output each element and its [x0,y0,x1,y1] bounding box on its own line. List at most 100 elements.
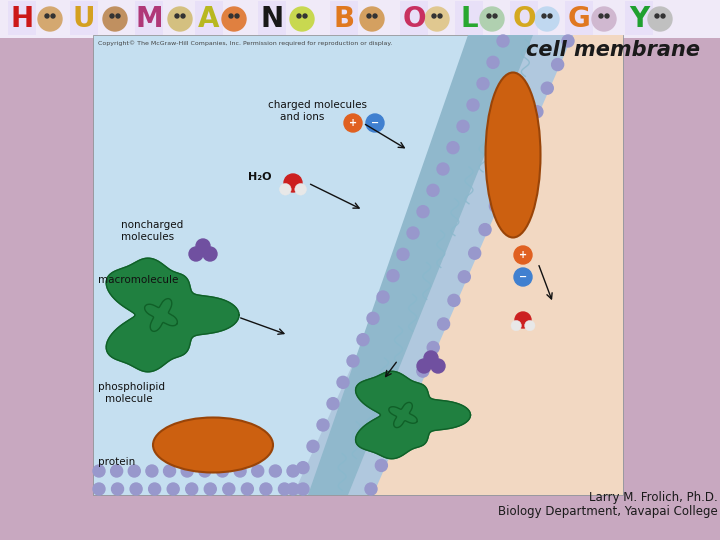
Circle shape [360,7,384,31]
Circle shape [116,14,120,18]
Circle shape [525,320,535,331]
Circle shape [287,465,299,477]
Circle shape [204,483,216,495]
Circle shape [535,7,559,31]
Circle shape [542,14,546,18]
Circle shape [417,365,429,377]
Text: H: H [10,5,34,33]
Text: Biology Department, Yavapai College: Biology Department, Yavapai College [498,505,718,518]
Circle shape [438,318,449,330]
Circle shape [148,483,161,495]
Text: +: + [349,118,357,128]
Polygon shape [356,372,470,458]
Circle shape [396,412,408,424]
Circle shape [511,320,521,331]
Circle shape [424,351,438,365]
Text: Larry M. Frolich, Ph.D.: Larry M. Frolich, Ph.D. [589,490,718,503]
Text: protein: protein [98,457,135,467]
Circle shape [592,7,616,31]
Circle shape [38,7,62,31]
Text: Y: Y [629,5,649,33]
Text: −: − [371,118,379,128]
Circle shape [648,7,672,31]
Circle shape [287,483,299,495]
Circle shape [217,465,228,477]
Circle shape [196,239,210,253]
Circle shape [477,78,489,90]
Text: macromolecule: macromolecule [98,275,179,285]
Bar [625,1,653,35]
Circle shape [469,247,481,259]
Circle shape [599,14,603,18]
Circle shape [51,14,55,18]
Polygon shape [107,258,239,372]
Circle shape [294,184,307,195]
Circle shape [366,114,384,132]
Text: cell membrane: cell membrane [526,40,700,60]
Circle shape [377,291,389,303]
Circle shape [407,227,419,239]
Circle shape [175,14,179,18]
Circle shape [93,465,105,477]
Circle shape [130,483,142,495]
Circle shape [297,14,301,18]
Circle shape [432,14,436,18]
Circle shape [290,7,314,31]
Bar [455,1,483,35]
Circle shape [112,483,124,495]
Circle shape [279,184,291,195]
Circle shape [531,106,543,118]
Circle shape [199,465,211,477]
Circle shape [397,248,409,260]
Circle shape [457,120,469,132]
Circle shape [417,206,429,218]
Circle shape [181,14,185,18]
Circle shape [493,14,497,18]
Circle shape [181,465,193,477]
Circle shape [562,35,574,47]
Circle shape [229,14,233,18]
Text: H₂O: H₂O [248,172,271,182]
Circle shape [459,271,470,283]
Circle shape [337,376,349,388]
Text: O: O [402,5,426,33]
Circle shape [500,177,512,188]
Text: N: N [261,5,284,33]
Circle shape [365,483,377,495]
Circle shape [45,14,49,18]
Text: B: B [333,5,354,33]
Circle shape [437,163,449,175]
Text: and ions: and ions [280,112,325,122]
Bar [258,1,286,35]
Circle shape [367,312,379,325]
Circle shape [514,268,532,286]
Circle shape [487,56,499,69]
Text: molecule: molecule [105,394,153,404]
Circle shape [510,153,522,165]
Text: molecules: molecules [121,232,174,242]
Text: O: O [512,5,536,33]
Circle shape [189,247,203,261]
Circle shape [222,483,235,495]
Polygon shape [293,35,573,495]
Circle shape [327,397,339,410]
Bar [400,1,428,35]
Circle shape [279,483,290,495]
Circle shape [297,462,309,474]
Circle shape [234,465,246,477]
Text: M: M [135,5,163,33]
Bar [565,1,593,35]
Circle shape [186,483,198,495]
Circle shape [375,460,387,471]
Circle shape [367,14,371,18]
Text: phospholipid: phospholipid [98,382,165,392]
Circle shape [552,58,564,71]
Polygon shape [303,35,623,495]
Circle shape [448,294,460,306]
Circle shape [514,246,532,264]
Circle shape [605,14,609,18]
Circle shape [303,14,307,18]
Circle shape [111,465,122,477]
Circle shape [307,440,319,453]
Circle shape [427,341,439,354]
